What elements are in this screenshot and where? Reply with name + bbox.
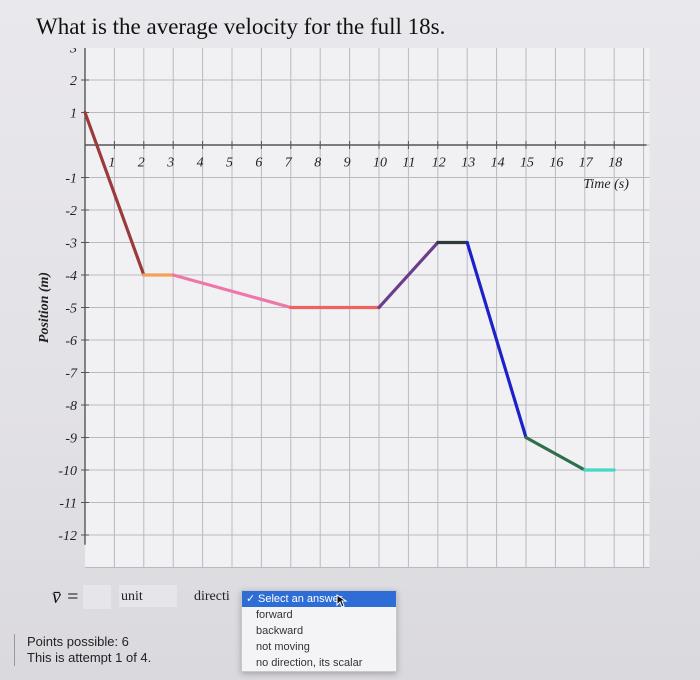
x-tick-label: 6 <box>255 155 262 170</box>
average-velocity-symbol: v̄ = <box>52 586 80 608</box>
y-tick-label: -8 <box>65 399 77 414</box>
unit-input[interactable]: unit <box>118 584 178 608</box>
y-tick-label: -12 <box>58 529 77 544</box>
direction-label: directi <box>194 589 230 604</box>
points-info: Points possible: 6 This is attempt 1 of … <box>14 634 151 666</box>
y-tick-label: -4 <box>65 269 77 284</box>
y-tick-label: -1 <box>65 172 77 187</box>
mouse-pointer-icon <box>336 594 348 608</box>
answer-row: v̄ = unit directi <box>0 580 700 620</box>
x-tick-label: 2 <box>138 155 145 170</box>
dropdown-option-backward[interactable]: backward <box>256 625 304 637</box>
x-tick-label: 13 <box>461 155 475 170</box>
y-tick-label: 3 <box>69 48 77 57</box>
x-tick-label: 15 <box>520 155 534 170</box>
y-tick-label: -3 <box>65 237 77 252</box>
y-tick-label: -2 <box>65 204 77 219</box>
y-tick-label: -6 <box>65 334 77 349</box>
x-tick-label: 4 <box>197 155 204 170</box>
dropdown-selected-label: Select an answer <box>258 593 343 605</box>
x-tick-label: 14 <box>491 155 505 170</box>
x-tick-label: 9 <box>344 155 351 170</box>
position-time-graph: 1 2 3 4 5 6 7 8 9 10 11 12 13 14 15 16 17 18 3 2 1 -1 -2 -3 -4 -5… <box>30 48 670 568</box>
x-tick-label: 18 <box>608 155 622 170</box>
x-tick-label: 11 <box>402 155 415 170</box>
x-tick-label: 16 <box>549 155 563 170</box>
x-tick-label: 1 <box>108 155 115 170</box>
unit-label: unit <box>121 589 143 604</box>
dropdown-option-forward[interactable]: forward <box>256 609 293 621</box>
x-tick-label: 5 <box>226 155 233 170</box>
position-segment <box>83 110 146 277</box>
position-segment <box>171 273 293 310</box>
velocity-value-input[interactable] <box>82 584 112 610</box>
y-axis-label: Position (m) <box>37 272 52 343</box>
check-icon: ✓ <box>246 593 256 605</box>
question-text: What is the average velocity for the ful… <box>36 14 446 39</box>
y-tick-label: 1 <box>70 107 77 122</box>
dropdown-option-not-moving[interactable]: not moving <box>256 641 310 653</box>
position-segment <box>465 240 528 440</box>
x-tick-label: 8 <box>314 155 321 170</box>
x-tick-label: 12 <box>432 155 446 170</box>
x-tick-label: 7 <box>285 155 293 170</box>
y-tick-label: -7 <box>65 367 78 382</box>
points-possible: Points possible: 6 <box>27 634 129 649</box>
graph-svg: 1 2 3 4 5 6 7 8 9 10 11 12 13 14 15 16 17 18321-1-2-3-4-5… <box>37 48 650 568</box>
y-tick-label: 2 <box>70 74 77 89</box>
position-segment <box>524 435 587 472</box>
x-axis-label: Time (s) <box>583 177 629 192</box>
dropdown-option-no-direction[interactable]: no direction, its scalar <box>256 657 363 669</box>
x-tick-label: 17 <box>579 155 594 170</box>
attempt-count: This is attempt 1 of 4. <box>27 650 152 665</box>
dropdown-option-select[interactable]: ✓ Select an answer <box>242 591 396 607</box>
y-tick-label: -5 <box>65 302 77 317</box>
direction-dropdown[interactable]: ✓ Select an answer forward backward not m… <box>241 590 397 672</box>
position-segment <box>377 240 440 310</box>
y-tick-label: -10 <box>58 464 77 479</box>
x-tick-label: 3 <box>166 155 174 170</box>
x-tick-label: 10 <box>373 155 387 170</box>
y-tick-label: -11 <box>59 497 77 512</box>
y-tick-label: -9 <box>65 432 77 447</box>
